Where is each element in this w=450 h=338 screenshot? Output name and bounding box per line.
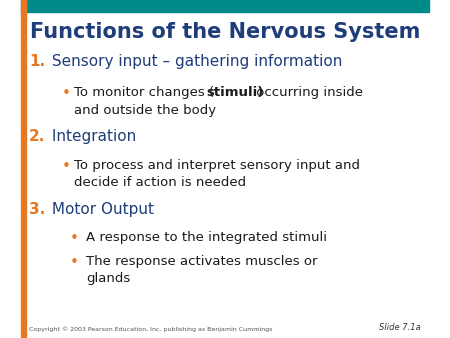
Text: •: • (70, 255, 79, 270)
Text: 1.: 1. (29, 54, 45, 69)
Text: To process and interpret sensory input and: To process and interpret sensory input a… (74, 159, 360, 172)
Text: Integration: Integration (47, 129, 137, 144)
Text: 2.: 2. (29, 129, 45, 144)
Text: Sensory input – gathering information: Sensory input – gathering information (47, 54, 343, 69)
Text: occurring inside: occurring inside (252, 86, 363, 99)
Text: Slide 7.1a: Slide 7.1a (379, 323, 421, 332)
Text: 3.: 3. (29, 202, 45, 217)
Text: and outside the body: and outside the body (74, 104, 216, 117)
Text: •: • (62, 86, 71, 101)
Text: Functions of the Nervous System: Functions of the Nervous System (30, 22, 420, 42)
Text: •: • (62, 159, 71, 174)
Text: Copyright © 2003 Pearson Education, Inc. publishing as Benjamin Cummings: Copyright © 2003 Pearson Education, Inc.… (29, 326, 272, 332)
Text: The response activates muscles or: The response activates muscles or (86, 255, 318, 268)
Text: •: • (70, 231, 79, 245)
Text: decide if action is needed: decide if action is needed (74, 176, 246, 189)
Text: Motor Output: Motor Output (47, 202, 154, 217)
Text: A response to the integrated stimuli: A response to the integrated stimuli (86, 231, 327, 243)
Text: To monitor changes (: To monitor changes ( (74, 86, 214, 99)
Text: stimuli): stimuli) (207, 86, 264, 99)
Text: glands: glands (86, 272, 130, 285)
